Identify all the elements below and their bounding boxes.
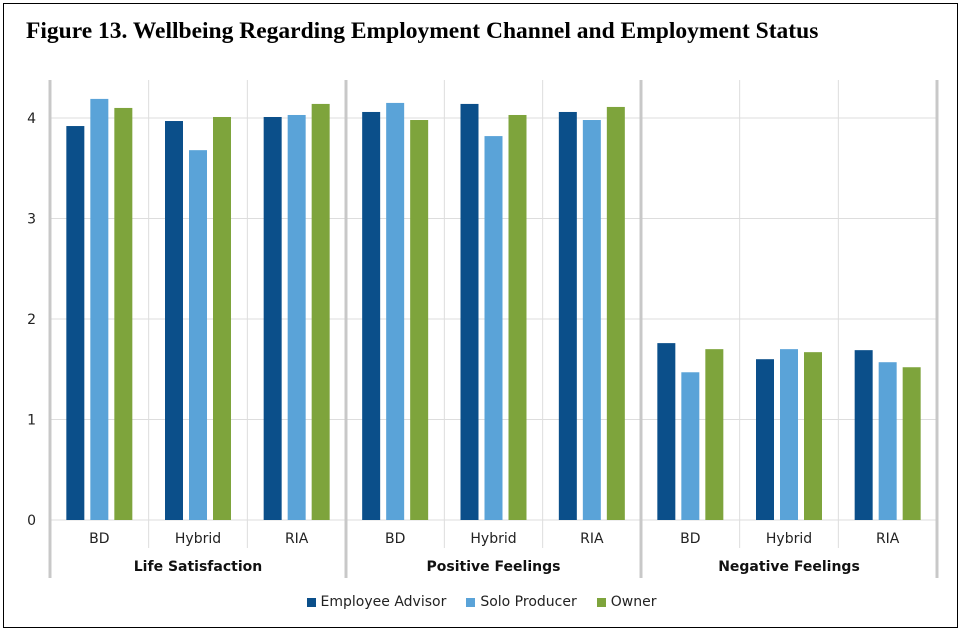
bar-negative-feelings-ria-employee-advisor xyxy=(854,350,873,520)
y-tick-label: 1 xyxy=(27,413,36,429)
legend-label: Solo Producer xyxy=(480,594,577,610)
legend-item: Employee Advisor xyxy=(306,594,447,610)
group-label: Life Satisfaction xyxy=(134,559,262,575)
y-tick-label: 0 xyxy=(27,513,36,529)
x-tick-label: RIA xyxy=(285,531,309,547)
bar-life-satisfaction-ria-owner xyxy=(311,103,330,521)
bar-life-satisfaction-hybrid-employee-advisor xyxy=(165,121,183,520)
x-tick-label: Hybrid xyxy=(175,531,221,547)
bar-life-satisfaction-hybrid-solo-producer xyxy=(189,150,207,520)
group-label: Positive Feelings xyxy=(427,559,561,575)
bar-positive-feelings-bd-solo-producer xyxy=(386,102,405,521)
legend-label: Employee Advisor xyxy=(320,594,447,610)
bar-negative-feelings-bd-employee-advisor xyxy=(657,343,676,520)
bar-negative-feelings-bd-solo-producer xyxy=(681,372,700,520)
y-tick-label: 4 xyxy=(27,111,36,127)
x-tick-label: BD xyxy=(680,531,700,547)
figure-frame xyxy=(3,3,958,628)
figure-title: Figure 13. Wellbeing Regarding Employmen… xyxy=(26,18,819,44)
bar-negative-feelings-hybrid-solo-producer xyxy=(780,349,798,520)
legend-item: Solo Producer xyxy=(466,594,577,610)
legend-swatch xyxy=(306,597,316,607)
x-tick-label: BD xyxy=(385,531,405,547)
legend-label: Owner xyxy=(610,594,657,610)
bar-negative-feelings-bd-owner xyxy=(705,349,724,520)
bar-positive-feelings-hybrid-solo-producer xyxy=(484,136,503,520)
x-tick-label: BD xyxy=(89,531,109,547)
y-tick-label: 3 xyxy=(27,212,36,228)
bar-life-satisfaction-bd-employee-advisor xyxy=(66,126,85,520)
bar-positive-feelings-ria-employee-advisor xyxy=(558,111,577,520)
bar-negative-feelings-ria-owner xyxy=(902,367,921,520)
bar-life-satisfaction-bd-solo-producer xyxy=(90,98,109,520)
x-tick-label: Hybrid xyxy=(470,531,516,547)
bar-life-satisfaction-ria-solo-producer xyxy=(287,114,306,521)
bar-life-satisfaction-hybrid-owner xyxy=(213,116,231,521)
bar-positive-feelings-ria-owner xyxy=(606,106,625,520)
y-tick-label: 2 xyxy=(27,312,36,328)
legend-swatch xyxy=(596,597,606,607)
bar-positive-feelings-hybrid-owner xyxy=(508,114,527,521)
bar-positive-feelings-ria-solo-producer xyxy=(582,120,601,520)
x-tick-label: RIA xyxy=(876,531,900,547)
bar-life-satisfaction-bd-owner xyxy=(114,107,133,520)
bar-negative-feelings-hybrid-employee-advisor xyxy=(756,359,774,520)
bar-negative-feelings-hybrid-owner xyxy=(804,352,822,520)
chart-legend: Employee Advisor Solo Producer Owner xyxy=(0,592,963,612)
bar-positive-feelings-bd-employee-advisor xyxy=(362,111,381,520)
bar-positive-feelings-bd-owner xyxy=(410,120,429,520)
x-tick-label: Hybrid xyxy=(766,531,812,547)
group-label: Negative Feelings xyxy=(718,559,860,575)
bar-life-satisfaction-ria-employee-advisor xyxy=(263,116,282,521)
bar-positive-feelings-hybrid-employee-advisor xyxy=(460,103,479,521)
x-tick-label: RIA xyxy=(580,531,604,547)
legend-item: Owner xyxy=(596,594,657,610)
legend-swatch xyxy=(466,597,476,607)
bar-negative-feelings-ria-solo-producer xyxy=(878,362,897,520)
